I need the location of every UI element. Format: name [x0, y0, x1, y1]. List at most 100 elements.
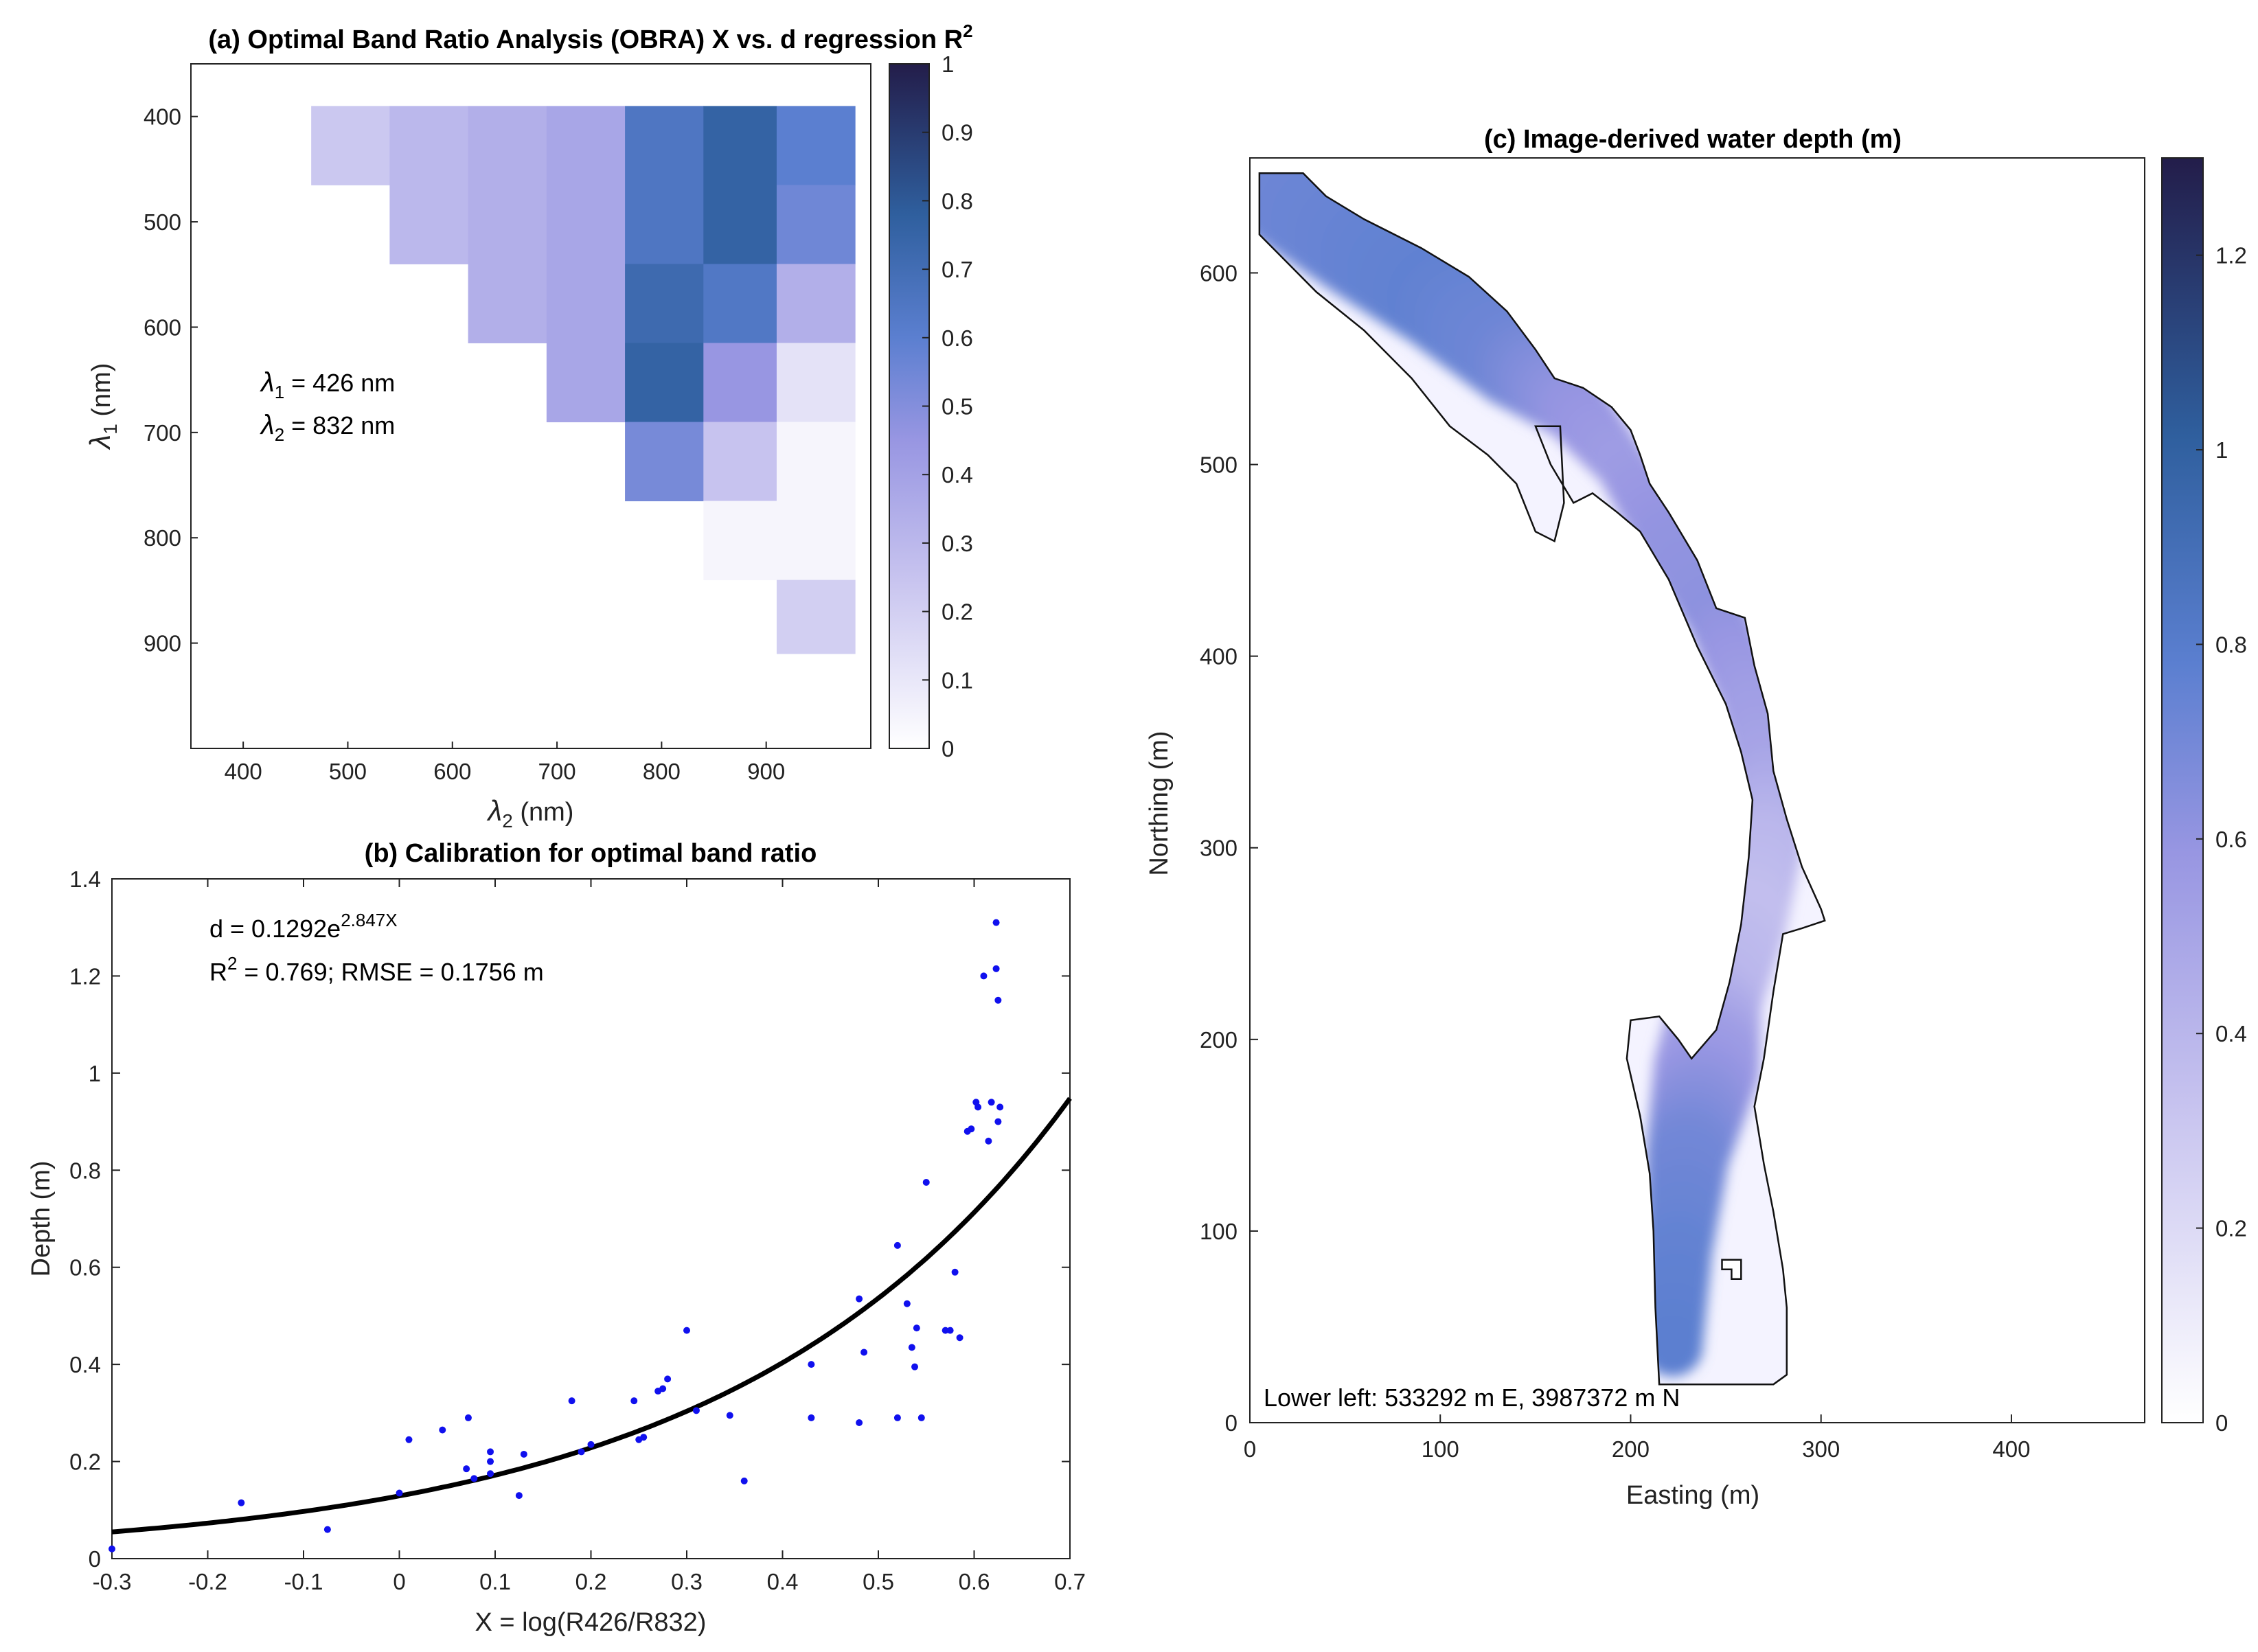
data-point: [520, 1450, 527, 1458]
y-tick-label: 700: [144, 420, 181, 446]
data-point: [903, 1300, 911, 1307]
x-tick-label: -0.1: [284, 1569, 323, 1594]
data-point: [908, 1344, 915, 1351]
panel-b: (b) Calibration for optimal band ratio -…: [27, 839, 1086, 1637]
data-point: [913, 1324, 920, 1332]
heatmap-cell: [776, 422, 856, 502]
y-tick-label: 0.8: [69, 1158, 101, 1183]
data-point: [568, 1397, 575, 1405]
data-point: [464, 1414, 472, 1421]
panel-a-axes-box: [190, 63, 871, 749]
heatmap-cell: [625, 422, 704, 502]
panel-a-ylabel: λ1 (nm): [84, 363, 121, 450]
data-point: [238, 1499, 245, 1506]
x-tick-label: 700: [538, 759, 576, 784]
heatmap-cell: [776, 343, 856, 423]
data-point: [487, 1470, 494, 1478]
colorbar-tick-label: 0.7: [942, 257, 973, 282]
panel-a-ticks: 400 500 600 700 800 900 400 500 600 700 800 900: [144, 104, 785, 784]
colorbar-tick-label: 0: [942, 736, 954, 761]
colorbar-tick-label: 0.1: [942, 667, 973, 693]
y-tick-label: 1: [89, 1061, 101, 1086]
colorbar-tick-label: 0.4: [942, 462, 973, 487]
x-tick-label: 0.4: [767, 1569, 799, 1594]
x-tick-label: 500: [329, 759, 367, 784]
data-point: [893, 1241, 901, 1249]
data-point: [988, 1099, 995, 1106]
y-tick-label: 800: [144, 525, 181, 551]
y-tick-label: 200: [1200, 1027, 1238, 1053]
panel-b-equation: d = 0.1292e2.847X: [209, 910, 398, 943]
y-tick-label: 500: [144, 209, 181, 235]
data-point: [856, 1419, 863, 1426]
data-point: [942, 1327, 949, 1334]
data-point: [740, 1477, 748, 1484]
y-tick-label: 900: [144, 631, 181, 656]
data-point: [487, 1458, 494, 1465]
y-tick-label: 600: [144, 314, 181, 340]
heatmap-cell: [703, 501, 777, 581]
y-tick-label: 0.4: [69, 1352, 101, 1377]
panel-c: (c) Image-derived water depth (m) 0 100 20…: [1145, 125, 2247, 1510]
heatmap-cell: [546, 106, 626, 185]
panel-a-annotation-lambda2: λ2 = 832 nm: [260, 410, 395, 445]
panel-c-ticks: 0 100 200 300 400 0 100 200 300 400 500 600: [1200, 260, 2031, 1462]
colorbar-tick-label: 0.4: [2215, 1021, 2247, 1046]
panel-b-ticks: -0.3 -0.2 -0.1 0 0.1 0.2 0.3 0.4 0.5 0.6 0.7 0 0.2 0.…: [69, 867, 1086, 1594]
panel-a-colorbar-ticks: 0 0.1 0.2 0.3 0.4 0.5 0.6 0.7 0.8 0.9 1: [922, 51, 973, 761]
heatmap-cell: [546, 185, 626, 264]
colorbar-tick-label: 1: [942, 51, 954, 77]
data-point: [726, 1412, 733, 1419]
data-point: [893, 1414, 901, 1421]
x-tick-label: 0.7: [1054, 1569, 1086, 1594]
data-point: [985, 1137, 992, 1145]
data-point: [951, 1268, 959, 1276]
panel-a-heatmap: [311, 106, 856, 654]
data-point: [405, 1436, 413, 1443]
data-point: [487, 1448, 494, 1456]
colorbar-tick-label: 0.6: [942, 325, 973, 351]
x-tick-label: 600: [433, 759, 471, 784]
heatmap-cell: [703, 264, 777, 343]
data-point: [683, 1327, 690, 1334]
data-point: [856, 1295, 863, 1303]
x-tick-label: 0: [1244, 1436, 1256, 1462]
x-tick-label: 300: [1802, 1436, 1840, 1462]
y-tick-label: 1.4: [69, 867, 101, 892]
x-tick-label: 0.5: [863, 1569, 894, 1594]
panel-b-xlabel: X = log(R426/R832): [475, 1608, 707, 1637]
panel-a-title: (a) Optimal Band Ratio Analysis (OBRA) X…: [208, 21, 972, 54]
data-point: [911, 1363, 919, 1370]
data-point: [968, 1125, 975, 1133]
heatmap-cell: [468, 185, 547, 264]
data-point: [640, 1434, 648, 1441]
data-point: [396, 1489, 403, 1497]
colorbar-tick-label: 1.2: [2215, 243, 2247, 268]
panel-b-title: (b) Calibration for optimal band ratio: [365, 839, 817, 868]
data-point: [808, 1414, 815, 1421]
data-point: [323, 1526, 331, 1533]
panel-a: (a) Optimal Band Ratio Analysis (OBRA) X…: [84, 21, 973, 831]
data-point: [996, 1103, 1004, 1111]
data-point: [992, 965, 1000, 972]
x-tick-label: -0.2: [188, 1569, 227, 1594]
y-tick-label: 0: [89, 1546, 101, 1572]
panel-a-xlabel: λ2 (nm): [487, 794, 574, 831]
heatmap-cell: [703, 422, 777, 502]
panel-c-xlabel: Easting (m): [1626, 1481, 1759, 1510]
y-tick-label: 0: [1225, 1410, 1238, 1436]
panel-b-ylabel: Depth (m): [27, 1161, 56, 1277]
heatmap-cell: [776, 501, 856, 581]
panel-a-annotation-lambda1: λ1 = 426 nm: [260, 367, 395, 402]
colorbar-tick-label: 0.9: [942, 120, 973, 146]
heatmap-cell: [703, 343, 777, 423]
data-point: [659, 1385, 667, 1392]
x-tick-label: 800: [643, 759, 681, 784]
panel-c-colorbar: [2161, 157, 2204, 1423]
x-tick-label: 0.1: [479, 1569, 511, 1594]
y-tick-label: 500: [1200, 452, 1238, 478]
y-tick-label: 600: [1200, 260, 1238, 286]
x-tick-label: 900: [747, 759, 785, 784]
data-point: [992, 919, 1000, 926]
